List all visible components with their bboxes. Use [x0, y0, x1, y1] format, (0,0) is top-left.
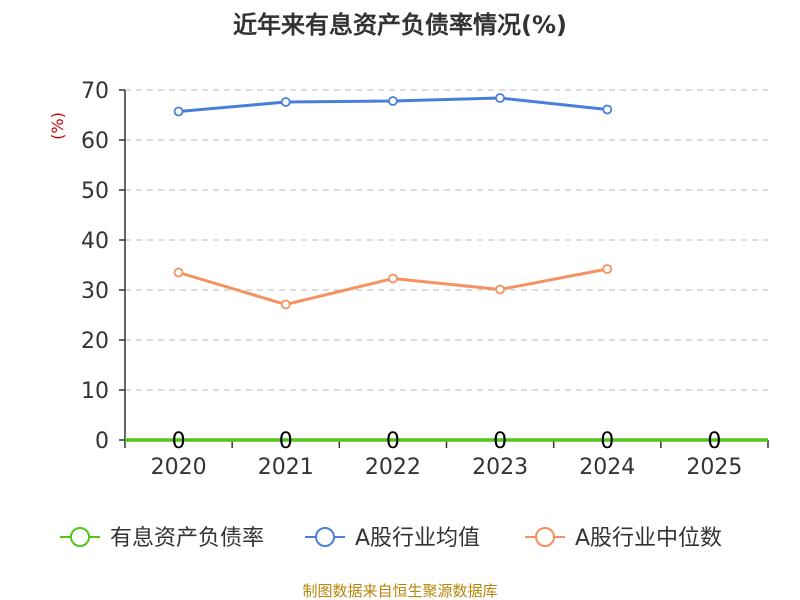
data-label: 0: [707, 429, 721, 454]
y-tick-label: 20: [81, 329, 109, 354]
chart-title: 近年来有息资产负债率情况(%): [233, 11, 567, 39]
data-label: 0: [172, 429, 186, 454]
legend-marker: [315, 527, 335, 547]
source-note: 制图数据来自恒生聚源数据库: [302, 582, 497, 600]
legend-label: 有息资产负债率: [110, 526, 264, 551]
y-unit-label: (%): [48, 112, 67, 140]
data-point: [602, 104, 613, 115]
data-point: [495, 93, 505, 103]
gridlines: [125, 89, 768, 391]
data-point: [173, 106, 184, 117]
series-lines: 0 0 0 0 0 0: [125, 93, 768, 454]
data-point: [280, 97, 291, 107]
x-tick-label: 2021: [258, 455, 314, 480]
y-tick-labels: 0 10 20 30 40 50 60 70: [81, 79, 109, 454]
legend-item: A股行业均值: [305, 526, 480, 551]
y-tick-label: 70: [81, 79, 109, 104]
legend-item: A股行业中位数: [525, 526, 722, 551]
legend: 有息资产负债率 A股行业均值 A股行业中位数: [60, 526, 722, 551]
data-point: [280, 299, 291, 310]
y-tick-label: 30: [81, 279, 109, 304]
data-point: [173, 267, 184, 278]
legend-item: 有息资产负债率: [60, 526, 264, 551]
data-point: [602, 264, 613, 274]
legend-marker: [535, 527, 555, 547]
y-tick-label: 0: [95, 429, 109, 454]
legend-label: A股行业中位数: [575, 526, 722, 551]
y-tick-label: 50: [81, 179, 109, 204]
x-tick-label: 2024: [579, 455, 635, 480]
legend-label: A股行业均值: [355, 526, 480, 551]
axes: [119, 89, 769, 448]
data-point: [495, 284, 505, 295]
legend-marker: [70, 527, 90, 547]
x-tick-label: 2022: [365, 455, 421, 480]
data-label: 0: [279, 429, 293, 454]
data-label: 0: [386, 429, 400, 454]
y-tick-label: 60: [81, 129, 109, 154]
x-tick-label: 2020: [151, 455, 207, 480]
data-label: 0: [493, 429, 507, 454]
x-tick-label: 2025: [686, 455, 742, 480]
data-label: 0: [600, 429, 614, 454]
y-tick-label: 10: [81, 379, 109, 404]
data-point: [388, 96, 398, 106]
x-tick-label: 2023: [472, 455, 528, 480]
data-point: [388, 273, 398, 284]
y-tick-label: 40: [81, 229, 109, 254]
x-tick-labels: 2020 2021 2022 2023 2024 2025: [151, 455, 743, 480]
